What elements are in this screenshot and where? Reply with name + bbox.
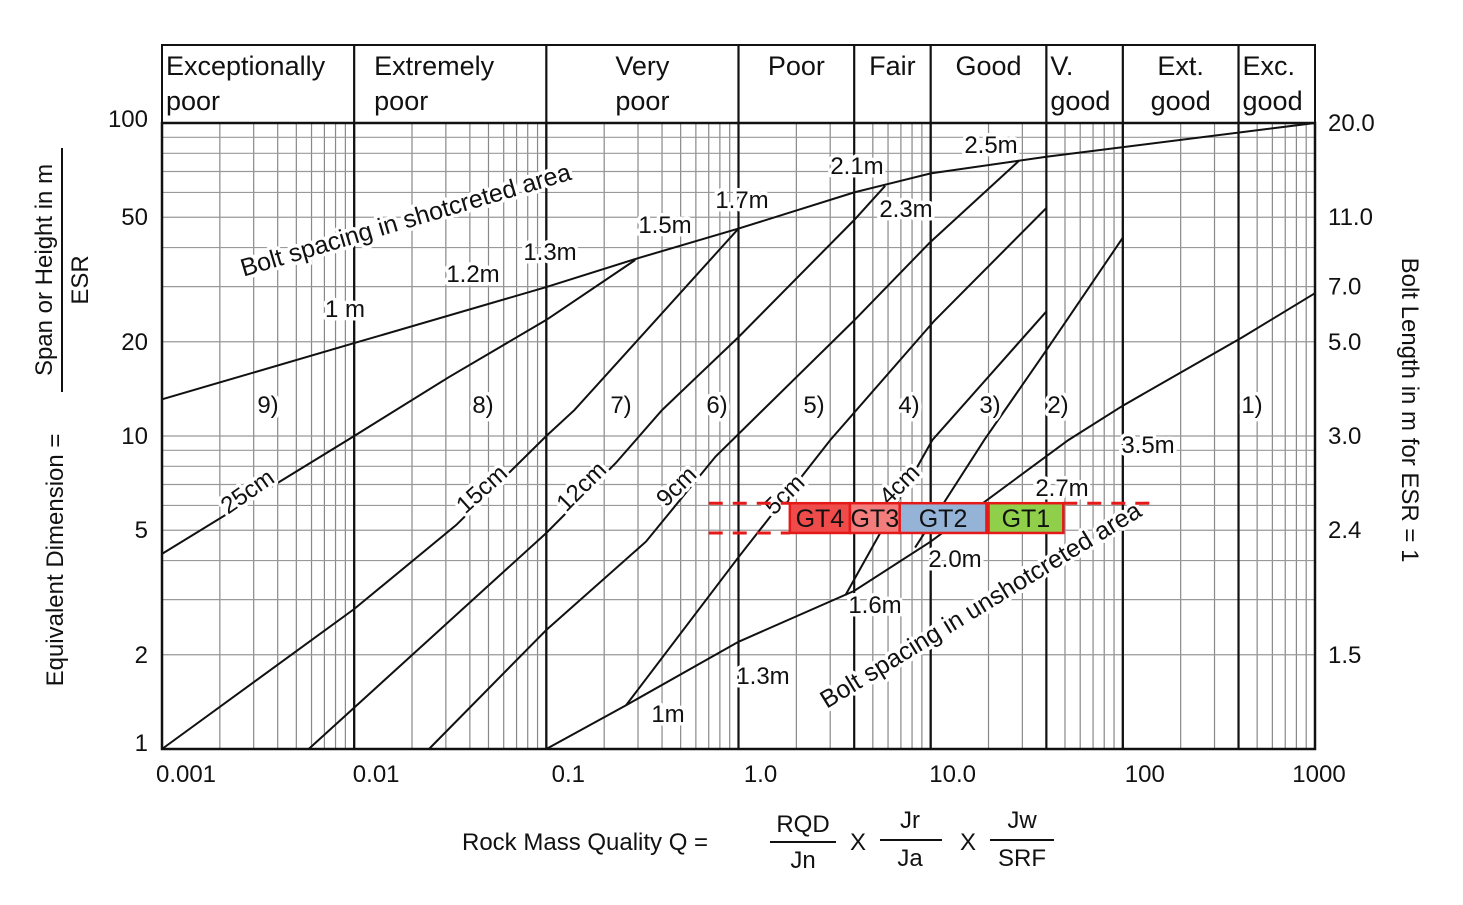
- y2-tick-label: 1.5: [1328, 642, 1361, 669]
- support-category-label: 3): [979, 392, 1000, 419]
- y-tick-label: 1: [135, 730, 148, 757]
- y2-tick-label: 3.0: [1328, 423, 1361, 450]
- right-axis-title: Bolt Length in m for ESR = 1: [1396, 258, 1423, 563]
- axes: 0.001 0.01 0.1 1.0 10.0 100 1000 1 2 5 10 20 50 100 1.…: [108, 106, 1375, 788]
- support-category-label: 6): [706, 392, 727, 419]
- y2-tick-label: 2.4: [1328, 517, 1361, 544]
- plot-frame: [160, 121, 1317, 751]
- fraction-2-num: Jr: [900, 807, 920, 834]
- rock-class-label: good: [1050, 86, 1110, 116]
- bolt-spacing-label: 2.5m: [964, 132, 1017, 159]
- y-tick-label: 5: [135, 517, 148, 544]
- y2-tick-label: 7.0: [1328, 274, 1361, 301]
- fraction-1-num: RQD: [776, 811, 829, 838]
- support-category-label: 7): [610, 392, 631, 419]
- rock-class-label: good: [1151, 86, 1211, 116]
- operator-2: X: [960, 829, 976, 856]
- bolt-spacing-label: 1.3m: [736, 663, 789, 690]
- fraction-2-den: Ja: [897, 845, 923, 872]
- fraction-3-den: SRF: [998, 845, 1046, 872]
- rock-class-label: Exceptionally: [166, 51, 326, 81]
- x-tick-label: 0.01: [353, 761, 400, 788]
- bolt-spacing-label: 1 m: [325, 296, 365, 323]
- rock-class-label: Very: [615, 51, 670, 81]
- gt-box-label: GT2: [919, 505, 968, 533]
- support-category-label: 1): [1241, 392, 1262, 419]
- curve-9cm: [428, 159, 1021, 750]
- x-tick-label: 100: [1125, 761, 1165, 788]
- rock-class-label: poor: [615, 86, 669, 116]
- rock-class-label: good: [1243, 86, 1303, 116]
- bolt-spacing-label: 2.1m: [830, 153, 883, 180]
- y-tick-label: 2: [135, 642, 148, 669]
- rock-class-label: poor: [166, 86, 220, 116]
- gt-box-gt1: [987, 501, 1065, 535]
- x-tick-label: 1.0: [744, 761, 777, 788]
- x-tick-label: 0.1: [552, 761, 585, 788]
- bolt-spacing-label: 2.0m: [928, 546, 981, 573]
- curve-5cm: [625, 207, 1048, 706]
- curve-12cm: [308, 185, 886, 750]
- rock-class-label: poor: [374, 86, 428, 116]
- curve-class-2-3-boundary: [914, 237, 1124, 549]
- shotcrete-thickness-label: 9cm: [651, 461, 702, 512]
- bolt-spacing-label: 3.5m: [1121, 432, 1174, 459]
- y-tick-label: 10: [121, 423, 148, 450]
- rock-class-label: Good: [955, 51, 1021, 81]
- x-tick-label: 0.001: [156, 761, 216, 788]
- x-axis-title: Rock Mass Quality Q =: [462, 829, 708, 856]
- shotcrete-thickness-label: 12cm: [551, 456, 612, 517]
- support-curves: [161, 122, 1316, 750]
- support-category-label: 2): [1047, 392, 1068, 419]
- curve-4cm: [844, 310, 1048, 596]
- rock-class-label: Exc.: [1243, 51, 1296, 81]
- y2-tick-label: 20.0: [1328, 110, 1375, 137]
- left-axis-title: Equivalent Dimension =: [42, 434, 69, 687]
- rock-class-header: Exceptionally poor Extremely poor Very poor Po…: [161, 44, 1316, 749]
- y2-tick-label: 11.0: [1328, 204, 1373, 231]
- rock-class-label: Fair: [869, 51, 916, 81]
- gt-box-label: GT3: [850, 505, 899, 533]
- curve-unshotcreted-bolt-spacing-boundary: [545, 292, 1316, 750]
- gt-box-label: GT1: [1002, 505, 1051, 533]
- x-tick-label: 1000: [1292, 761, 1345, 788]
- operator-1: X: [850, 829, 866, 856]
- bolt-spacing-label: 2.3m: [879, 196, 932, 223]
- rock-class-label: Extremely: [374, 51, 495, 81]
- bolt-spacing-label: 2.7m: [1035, 475, 1088, 502]
- bolt-spacing-label: 1.3m: [523, 239, 576, 266]
- support-category-label: 8): [472, 392, 493, 419]
- fraction-1-den: Jn: [790, 847, 815, 874]
- y-tick-label: 50: [121, 204, 148, 231]
- bolt-spacing-label: 1.2m: [446, 261, 499, 288]
- bolt-spacing-label: 1m: [651, 701, 684, 728]
- y-tick-label: 20: [121, 329, 148, 356]
- support-category-label: 4): [898, 392, 919, 419]
- left-axis-denominator: ESR: [67, 255, 94, 304]
- rock-class-label: V.: [1050, 51, 1073, 81]
- rock-class-label: Poor: [768, 51, 825, 81]
- gt-box-gt2: [898, 501, 988, 535]
- shotcrete-thickness-label: 25cm: [216, 464, 280, 520]
- y-tick-label: 100: [108, 106, 148, 133]
- gt-box-label: GT4: [796, 505, 845, 533]
- curve-15cm: [161, 227, 740, 750]
- y2-tick-label: 5.0: [1328, 329, 1361, 356]
- support-category-label: 5): [803, 392, 824, 419]
- left-axis-numerator: Span or Height in m: [31, 164, 58, 376]
- support-category-label: 9): [257, 392, 278, 419]
- bolt-spacing-label: 1.5m: [638, 212, 691, 239]
- gt-annotation: GT4 GT3 GT2 GT1: [708, 501, 1151, 535]
- rock-class-label: Ext.: [1157, 51, 1204, 81]
- bolt-spacing-label: 1.7m: [715, 187, 768, 214]
- curve-25cm: [161, 259, 636, 555]
- x-tick-label: 10.0: [929, 761, 976, 788]
- bolt-spacing-label: 1.6m: [848, 592, 901, 619]
- fraction-3-num: Jw: [1007, 807, 1037, 834]
